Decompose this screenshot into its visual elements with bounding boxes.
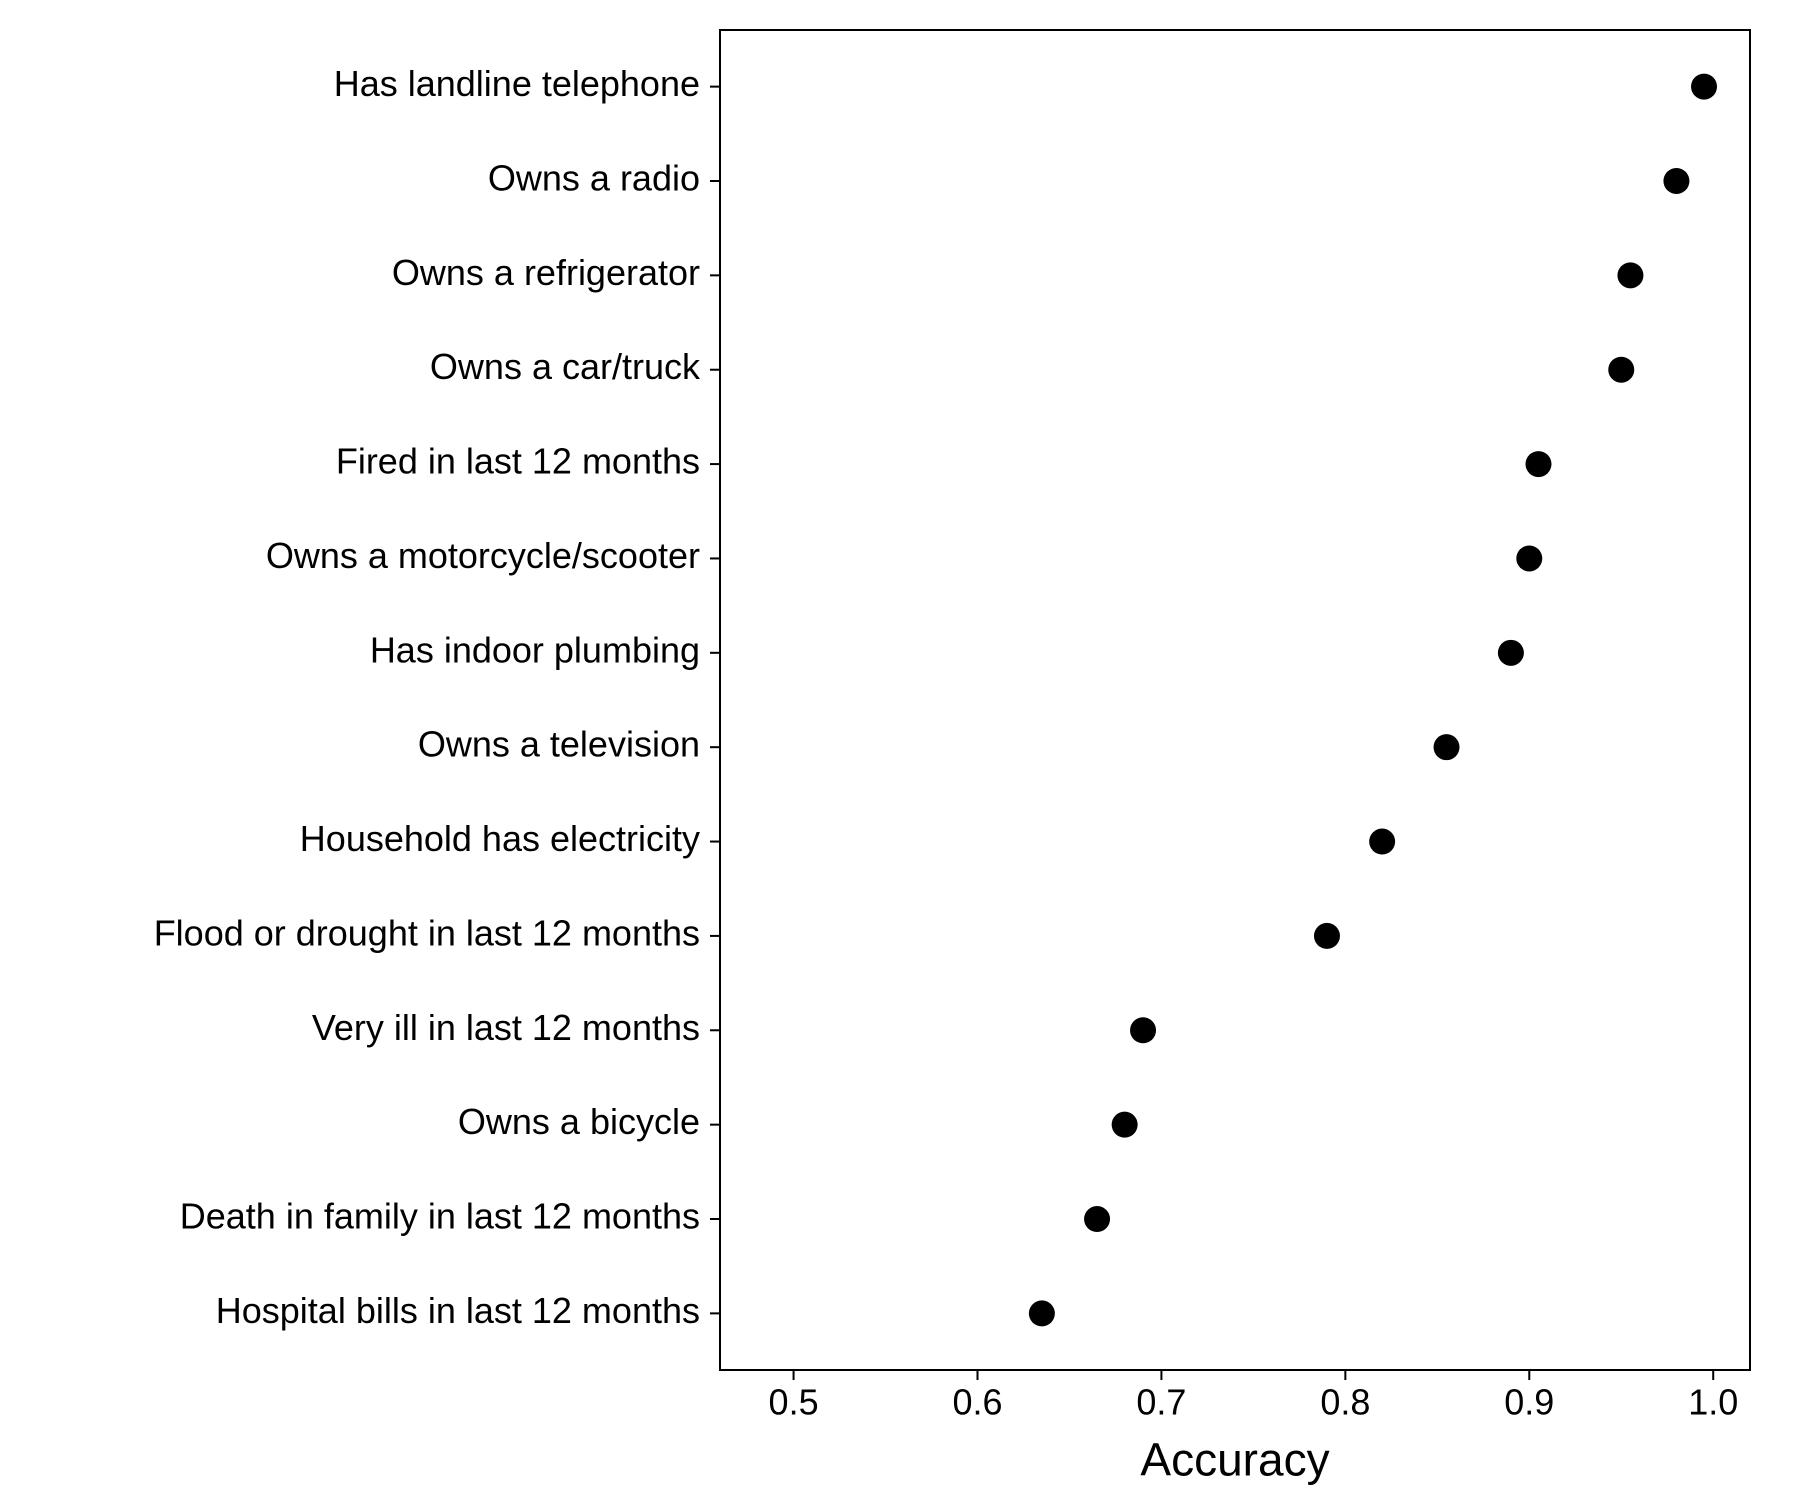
y-tick-label: Owns a motorcycle/scooter xyxy=(266,535,700,576)
data-point xyxy=(1525,451,1551,477)
data-point xyxy=(1608,357,1634,383)
x-tick-label: 0.7 xyxy=(1136,1381,1186,1422)
x-tick-label: 0.9 xyxy=(1504,1381,1554,1422)
data-point xyxy=(1498,640,1524,666)
y-tick-label: Has indoor plumbing xyxy=(370,629,700,670)
y-tick-label: Owns a television xyxy=(418,724,700,765)
y-tick-label: Hospital bills in last 12 months xyxy=(216,1290,700,1331)
data-point xyxy=(1314,923,1340,949)
y-tick-label: Fired in last 12 months xyxy=(336,441,700,482)
data-point xyxy=(1617,262,1643,288)
y-tick-label: Owns a radio xyxy=(488,158,700,199)
dotplot-chart: 0.5 0.6 0.7 0.8 0.9 1.0 Accuracy Has landline t… xyxy=(0,0,1800,1500)
x-axis-label: Accuracy xyxy=(1140,1434,1329,1486)
data-point xyxy=(1084,1206,1110,1232)
x-tick-label: 0.8 xyxy=(1320,1381,1370,1422)
y-tick-label: Owns a refrigerator xyxy=(392,252,700,293)
data-point xyxy=(1516,545,1542,571)
data-point xyxy=(1691,74,1717,100)
data-point xyxy=(1029,1300,1055,1326)
data-point xyxy=(1112,1112,1138,1138)
x-tick-label: 0.5 xyxy=(769,1381,819,1422)
y-tick-label: Owns a car/truck xyxy=(430,346,701,387)
data-point xyxy=(1130,1017,1156,1043)
x-tick-label: 1.0 xyxy=(1688,1381,1738,1422)
x-tick-label: 0.6 xyxy=(952,1381,1002,1422)
y-tick-label: Flood or drought in last 12 months xyxy=(154,912,700,953)
y-tick-label: Household has electricity xyxy=(300,818,700,859)
data-point xyxy=(1434,734,1460,760)
y-tick-label: Death in family in last 12 months xyxy=(180,1196,700,1237)
y-tick-label: Owns a bicycle xyxy=(458,1101,700,1142)
y-tick-label: Has landline telephone xyxy=(334,63,700,104)
data-point xyxy=(1369,829,1395,855)
y-tick-label: Very ill in last 12 months xyxy=(312,1007,700,1048)
plot-panel xyxy=(720,30,1750,1370)
data-point xyxy=(1663,168,1689,194)
